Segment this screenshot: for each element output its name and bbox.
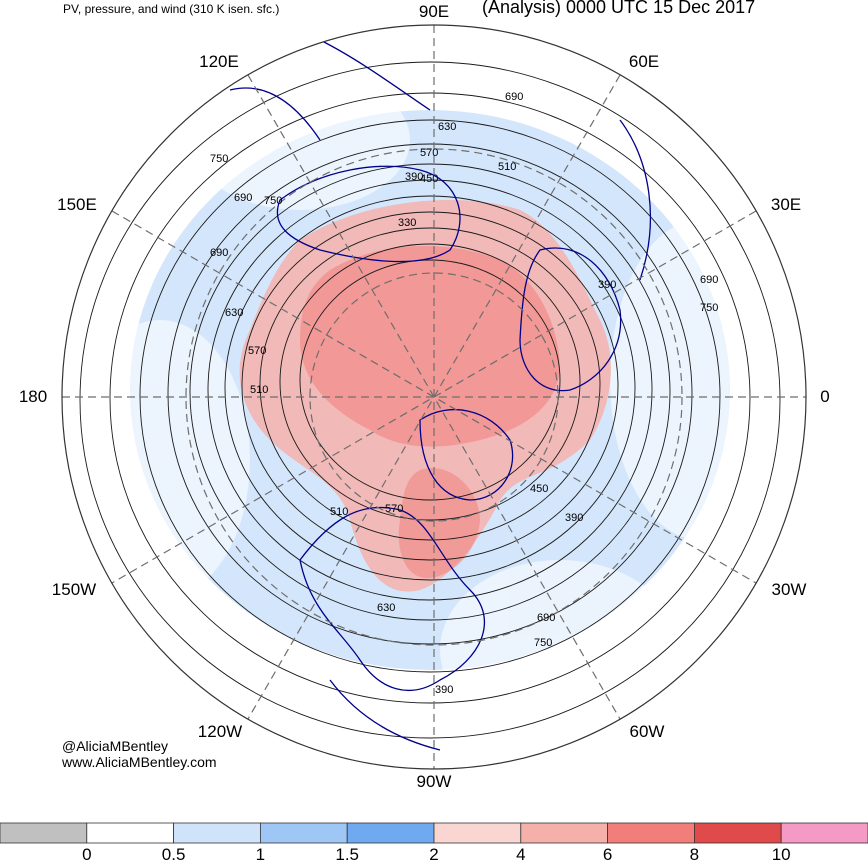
coastlines <box>229 39 652 751</box>
colorbar-bin <box>346 822 435 844</box>
contour-label: 750 <box>264 195 282 207</box>
lon-label-90w: 90W <box>416 772 452 791</box>
contour-label: 570 <box>385 503 403 515</box>
colorbar-bin <box>433 822 522 844</box>
contour-label: 390 <box>405 171 423 183</box>
contour-label: 750 <box>700 302 718 314</box>
credit-site: www.AliciaMBentley.com <box>62 754 217 770</box>
colorbar-tick-label: 0 <box>82 845 92 864</box>
lon-label-150w: 150W <box>51 580 97 599</box>
contour-label: 630 <box>377 602 395 614</box>
contour-label: 450 <box>530 483 548 495</box>
lon-label-0: 0 <box>820 387 830 406</box>
contour-label: 690 <box>505 91 523 103</box>
lon-label-120w: 120W <box>197 722 243 741</box>
colorbar-tick-label: 4 <box>516 845 526 864</box>
contour-label: 510 <box>330 506 348 518</box>
lon-label-180: 180 <box>18 387 48 406</box>
colorbar-tick-label: 8 <box>689 845 700 864</box>
colorbar-tick-label: 1 <box>255 845 266 864</box>
colorbar-bin <box>694 822 782 844</box>
lon-label-60e: 60E <box>628 52 660 71</box>
contour-label: 750 <box>534 637 552 649</box>
contour-label: 390 <box>598 279 616 291</box>
contour-label: 390 <box>435 684 453 696</box>
contour-label: 630 <box>438 121 456 133</box>
contour-label: 690 <box>537 612 555 624</box>
colorbar-tick-label: 6 <box>602 845 613 864</box>
contour-label: 750 <box>210 153 228 165</box>
pressure-contours <box>79 61 781 739</box>
colorbar-tick-label: 1.5 <box>335 845 360 864</box>
contour-label: 390 <box>565 512 583 524</box>
contour-label: 570 <box>248 345 266 357</box>
colorbar-bin <box>173 822 261 844</box>
lon-label-90e: 90E <box>418 2 450 21</box>
credit-handle: @AliciaMBentley <box>62 738 169 754</box>
lon-label-150e: 150E <box>57 195 97 214</box>
contour-label: 690 <box>210 247 228 259</box>
colorbar-bin <box>607 822 695 844</box>
lon-label-30e: 30E <box>770 195 802 214</box>
credit: @AliciaMBentley www.AliciaMBentley.com <box>62 738 217 770</box>
contour-label: 510 <box>250 384 268 396</box>
graticule <box>62 25 806 769</box>
map-boundary <box>61 24 807 770</box>
lon-label-60w: 60W <box>629 722 665 741</box>
lon-label-120e: 120E <box>199 52 239 71</box>
map-title: PV, pressure, and wind (310 K isen. sfc.… <box>63 2 280 16</box>
contour-label: 690 <box>234 192 252 204</box>
contour-label: 570 <box>420 147 438 159</box>
colorbar-bin <box>86 822 175 844</box>
valid-time-title: (Analysis) 0000 UTC 15 Dec 2017 <box>482 0 756 17</box>
colorbar <box>0 822 868 844</box>
colorbar-bin <box>520 822 608 844</box>
colorbar-tick-label: 0.5 <box>161 845 186 864</box>
colorbar-bin <box>0 822 88 844</box>
colorbar-tick-label: 2 <box>429 845 439 864</box>
colorbar-tick-label: 10 <box>771 845 791 864</box>
lon-label-30w: 30W <box>771 580 807 599</box>
contour-label: 330 <box>398 217 416 229</box>
contour-label: 630 <box>225 307 243 319</box>
contour-label: 450 <box>420 173 438 185</box>
colorbar-bin <box>259 822 348 844</box>
contour-label: 510 <box>498 161 516 173</box>
contour-label: 690 <box>700 274 718 286</box>
colorbar-bin <box>780 822 868 844</box>
